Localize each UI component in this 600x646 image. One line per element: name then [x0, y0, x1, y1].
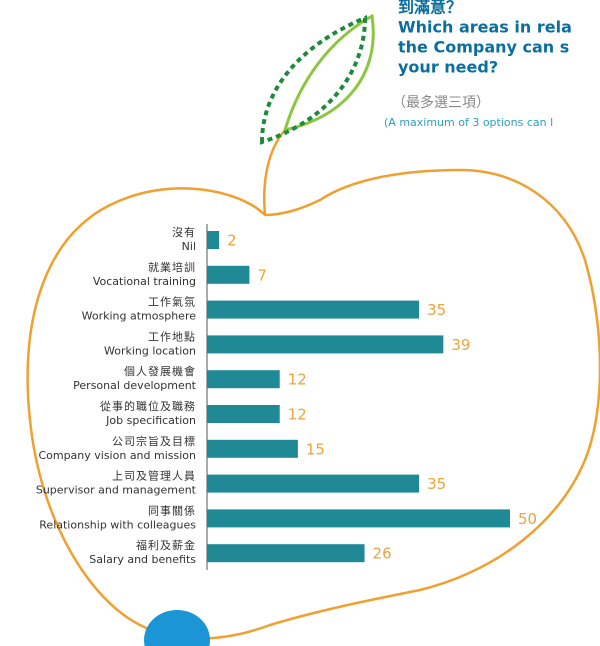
bar: [207, 509, 510, 528]
category-label-zh: 從事的職位及職務: [100, 399, 196, 413]
category-label-zh: 就業培訓: [148, 260, 196, 274]
value-label: 35: [427, 301, 446, 319]
category-label-zh: 上司及管理人員: [112, 469, 196, 483]
bar: [207, 335, 444, 354]
bar: [207, 370, 280, 389]
category-label-en: Working location: [104, 344, 196, 357]
title-line: 到滿意？: [398, 0, 462, 17]
category-label-zh: 工作地點: [148, 330, 196, 343]
value-label: 35: [427, 475, 446, 493]
bar: [207, 544, 365, 563]
category-label-en: Relationship with colleagues: [39, 518, 196, 531]
category-label-zh: 個人發展機會: [124, 364, 196, 378]
value-label: 26: [373, 545, 392, 563]
category-label-en: Job specification: [105, 414, 196, 427]
value-label: 2: [227, 232, 237, 250]
bar: [207, 231, 220, 249]
value-label: 15: [306, 440, 325, 458]
bar: [207, 474, 420, 493]
apple-outline: [26, 168, 600, 640]
bar: [207, 439, 298, 458]
title-line: your need?: [398, 58, 498, 77]
category-label-en: Nil: [182, 240, 196, 253]
category-label-zh: 沒有: [172, 225, 196, 239]
bar: [207, 405, 280, 423]
stem: [263, 129, 286, 216]
category-label-zh: 同事關係: [148, 504, 196, 517]
category-label-en: Salary and benefits: [89, 553, 196, 566]
category-label-en: Working atmosphere: [82, 310, 197, 323]
value-label: 50: [518, 510, 537, 528]
title-line: Which areas in rela: [398, 18, 572, 37]
category-label-zh: 工作氣氛: [148, 295, 196, 309]
subtitle: （最多選三項）: [392, 94, 490, 111]
category-label-en: Vocational training: [93, 275, 196, 288]
bar: [207, 300, 420, 319]
bar: [207, 265, 250, 284]
leaf: [259, 15, 368, 145]
leaf-back: [282, 13, 375, 133]
category-label-zh: 福利及薪金: [136, 538, 196, 552]
title-line: the Company can s: [398, 38, 569, 57]
category-label-en: Personal development: [73, 379, 197, 392]
value-label: 12: [288, 406, 307, 424]
category-label-en: Company vision and mission: [38, 449, 196, 462]
value-label: 7: [257, 266, 267, 284]
category-label-zh: 公司宗旨及目標: [112, 434, 196, 448]
note: (A maximum of 3 options can l: [384, 116, 553, 129]
value-label: 12: [288, 371, 307, 389]
category-label-en: Supervisor and management: [36, 484, 197, 497]
value-label: 39: [451, 336, 470, 354]
blue-blob: [144, 610, 210, 646]
